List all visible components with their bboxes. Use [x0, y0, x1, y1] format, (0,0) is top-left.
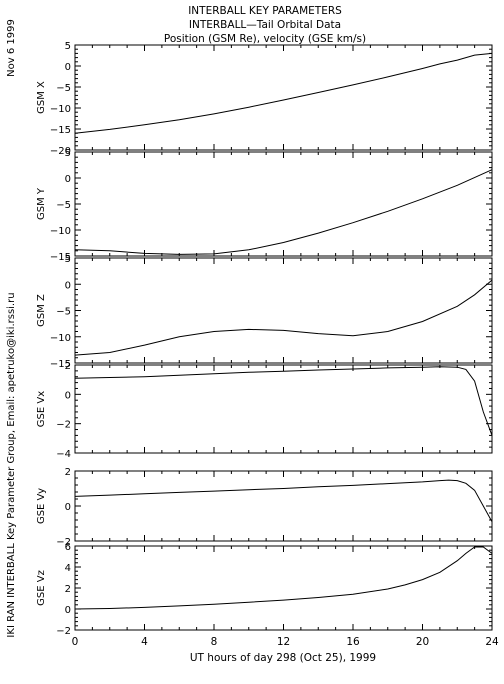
series-line-gse-vz — [74, 546, 493, 610]
series-line-gse-vy — [74, 479, 493, 523]
panel-frame — [74, 545, 493, 631]
x-tick-label: 8 — [211, 636, 218, 648]
side-credit: IKI RAN INTERBALL Key Parameter Group, E… — [6, 292, 17, 637]
y-tick-label: −15 — [50, 252, 71, 263]
y-tick-label: −2 — [56, 626, 71, 637]
y-axis-label: GSE Vz — [36, 570, 47, 606]
y-tick-label: −5 — [56, 200, 71, 211]
panel-frame — [74, 364, 493, 454]
panel-5: 2 0 −2 GSE Vy — [36, 467, 493, 548]
x-axis-label: UT hours of day 298 (Oct 25), 1999 — [190, 652, 376, 664]
y-tick-label: 0 — [65, 502, 71, 513]
y-tick-label: 0 — [65, 605, 71, 616]
y-axis-label: GSE Vy — [36, 488, 47, 524]
y-tick-label: 4 — [65, 563, 71, 574]
date-label: Nov 6 1999 — [6, 19, 17, 77]
title-line-1: INTERBALL KEY PARAMETERS — [188, 5, 342, 17]
panel-3: 5 0 −5 −10 −15 GSM Z — [36, 254, 493, 370]
y-tick-label: −2 — [56, 420, 71, 431]
x-tick-label: 12 — [277, 636, 290, 648]
panel-1: 5 0 −5 −10 −15 −20 GSM X — [36, 41, 493, 157]
y-tick-label: −10 — [50, 226, 71, 237]
x-tick-label: 0 — [72, 636, 79, 648]
series-line-gsm-z — [74, 279, 493, 356]
y-tick-label: −4 — [56, 449, 71, 460]
panel-4: 2 0 −2 −4 GSE Vx — [36, 361, 493, 460]
y-tick-label: 0 — [65, 280, 71, 291]
panel-6: 6 4 2 0 −2 GSE Vz — [36, 542, 493, 637]
y-tick-label: −10 — [50, 333, 71, 344]
x-tick-label: 4 — [141, 636, 148, 648]
x-tick-label: 16 — [346, 636, 360, 648]
y-tick-label: −2 — [56, 537, 71, 548]
title-line-3: Position (GSM Re), velocity (GSE km/s) — [164, 33, 366, 45]
y-axis-label: GSE Vx — [36, 391, 47, 427]
series-line-gse-vx — [74, 366, 493, 436]
x-axis: 0 4 8 12 16 20 24 — [72, 636, 499, 648]
y-tick-label: 0 — [65, 390, 71, 401]
y-tick-label: −5 — [56, 307, 71, 318]
y-tick-label: −15 — [50, 359, 71, 370]
y-tick-label: 0 — [65, 62, 71, 73]
y-axis-label: GSM X — [36, 81, 47, 114]
y-tick-label: 2 — [65, 467, 71, 478]
panel-2: 5 0 −5 −10 −15 GSM Y — [36, 148, 493, 263]
y-tick-label: 2 — [65, 361, 71, 372]
x-tick-label: 24 — [485, 636, 499, 648]
title-line-2: INTERBALL—Tail Orbital Data — [189, 19, 341, 31]
y-tick-label: 5 — [65, 254, 71, 265]
panel-frame — [74, 151, 493, 257]
panel-frame — [74, 44, 493, 151]
y-axis-label: GSM Z — [36, 294, 47, 327]
y-tick-label: −10 — [50, 104, 71, 115]
y-tick-label: 6 — [65, 542, 71, 553]
series-line-gsm-x — [74, 52, 493, 134]
y-tick-label: −5 — [56, 83, 71, 94]
y-tick-label: 2 — [65, 584, 71, 595]
y-tick-label: 5 — [65, 41, 71, 52]
y-tick-label: 5 — [65, 148, 71, 159]
y-tick-label: −20 — [50, 146, 71, 157]
y-axis-label: GSM Y — [36, 187, 47, 220]
y-tick-label: −15 — [50, 125, 71, 136]
panel-frame — [74, 257, 493, 364]
series-line-gsm-y — [74, 169, 493, 255]
x-tick-label: 20 — [416, 636, 429, 648]
y-tick-label: 0 — [65, 174, 71, 185]
